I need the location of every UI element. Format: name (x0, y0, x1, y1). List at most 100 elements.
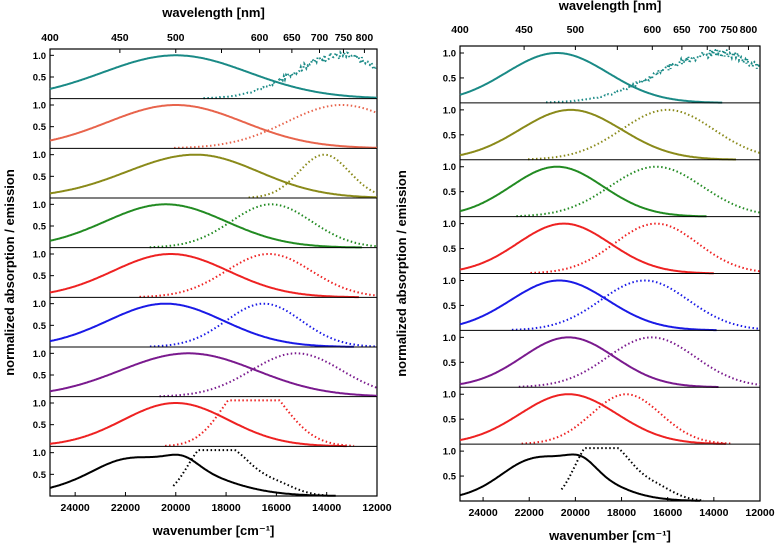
top-tick-label: 600 (251, 32, 269, 44)
top-tick-label: 500 (167, 32, 185, 44)
top-tick-label: 450 (111, 32, 129, 44)
y-tick-label: 1.0 (33, 51, 46, 62)
y-tick-label: 1.0 (33, 150, 46, 161)
emission-line (518, 336, 760, 388)
series-5: 0.5 1.0 (443, 273, 760, 332)
absorption-line (49, 302, 354, 348)
absorption-line (459, 393, 726, 445)
absorption-line (459, 453, 700, 502)
series-2: 0.5 1.0 (33, 98, 378, 149)
emission-line (511, 279, 760, 331)
x-tick-label: 20000 (561, 507, 590, 519)
series-8: 0.5 1.0 (443, 443, 760, 502)
emission-line (516, 165, 760, 218)
x-tick-label: 14000 (312, 502, 341, 514)
series-3: 0.5 1.0 (443, 159, 760, 218)
left-panel: 0.5 1.0 0.5 1.0 0.5 1.0 0.5 1.0 0.5 1.0 0.5 1.0 0.5 1… (2, 5, 392, 538)
absorption-line (459, 52, 723, 104)
y-tick-label: 0.5 (33, 172, 47, 183)
absorption-line (459, 108, 736, 161)
emission-line (149, 302, 377, 348)
absorption-line (49, 402, 347, 448)
y-tick-label: 1.0 (443, 447, 456, 458)
series-9: 0.5 1.0 (33, 445, 377, 497)
absorption-line (49, 54, 377, 99)
x-tick-label: 24000 (61, 502, 90, 514)
top-tick-label: 650 (283, 32, 301, 44)
emission-line (149, 203, 377, 249)
series-6: 0.5 1.0 (33, 296, 377, 348)
x-tick-label: 18000 (211, 502, 240, 514)
y-tick-label: 1.0 (33, 299, 46, 310)
y-tick-label: 0.5 (443, 187, 457, 198)
y-tick-label: 0.5 (33, 122, 47, 133)
bottom-axis-title: wavenumber [cm⁻¹] (152, 523, 275, 538)
emission-line (172, 449, 329, 497)
series-7: 0.5 1.0 (33, 346, 378, 398)
x-tick-label: 12000 (362, 502, 391, 514)
absorption-line (49, 203, 362, 249)
absorption-line (49, 104, 377, 149)
y-tick-label: 0.5 (443, 244, 457, 255)
top-tick-label: 600 (644, 24, 662, 36)
absorption-line (49, 453, 336, 497)
y-tick-label: 1.0 (443, 333, 456, 344)
y-tick-label: 0.5 (33, 321, 47, 332)
y-tick-label: 1.0 (33, 399, 46, 410)
y-tick-label: 0.5 (33, 420, 47, 431)
series-4: 0.5 1.0 (443, 216, 761, 275)
y-tick-label: 0.5 (33, 470, 47, 481)
y-axis-title: normalized absorption / emission (394, 170, 409, 377)
y-tick-label: 0.5 (443, 415, 457, 426)
y-tick-label: 0.5 (443, 73, 457, 84)
y-tick-label: 1.0 (443, 105, 456, 116)
y-tick-label: 0.5 (443, 358, 457, 369)
top-tick-label: 800 (356, 32, 374, 44)
series-2: 0.5 1.0 (443, 102, 760, 161)
emission-line (545, 47, 761, 104)
top-tick-label: 800 (740, 24, 758, 36)
emission-line (159, 352, 378, 398)
top-tick-label: 400 (451, 24, 469, 36)
y-tick-label: 0.5 (443, 301, 457, 312)
absorption-line (459, 336, 719, 388)
top-tick-label: 500 (567, 24, 585, 36)
x-tick-label: 24000 (468, 507, 497, 519)
y-axis-title: normalized absorption / emission (2, 169, 17, 376)
x-tick-label: 20000 (161, 502, 190, 514)
absorption-line (459, 279, 717, 332)
y-tick-label: 1.0 (443, 219, 456, 230)
x-tick-label: 16000 (262, 502, 291, 514)
right-panel: 0.5 1.0 0.5 1.0 0.5 1.0 0.5 1.0 0.5 1.0 0.5 1.0 0.5 1… (394, 0, 775, 543)
y-tick-label: 1.0 (443, 276, 456, 287)
y-tick-label: 1.0 (33, 349, 46, 360)
y-tick-label: 0.5 (33, 73, 47, 84)
y-tick-label: 0.5 (33, 371, 47, 382)
top-axis-title: wavelength [nm] (161, 5, 265, 20)
series-4: 0.5 1.0 (33, 197, 377, 249)
top-tick-label: 650 (673, 24, 691, 36)
absorption-line (49, 352, 378, 397)
y-tick-label: 0.5 (443, 472, 457, 483)
bottom-axis-title: wavenumber [cm⁻¹] (548, 528, 671, 543)
x-tick-label: 16000 (653, 507, 682, 519)
emission-line (530, 222, 761, 274)
y-tick-label: 1.0 (33, 250, 46, 261)
emission-line (139, 253, 377, 298)
y-tick-label: 0.5 (33, 222, 47, 233)
x-tick-label: 22000 (111, 502, 140, 514)
top-tick-label: 750 (720, 24, 738, 36)
top-tick-label: 700 (698, 24, 716, 36)
x-tick-label: 22000 (515, 507, 544, 519)
emission-line (165, 399, 355, 447)
x-tick-label: 14000 (699, 507, 728, 519)
y-tick-label: 0.5 (443, 130, 457, 141)
emission-line (528, 108, 760, 161)
emission-line (203, 49, 378, 100)
y-tick-label: 1.0 (443, 162, 456, 173)
absorption-line (49, 253, 359, 299)
series-7: 0.5 1.0 (443, 386, 760, 445)
series-1: 0.5 1.0 (33, 49, 378, 100)
y-tick-label: 1.0 (33, 448, 46, 459)
